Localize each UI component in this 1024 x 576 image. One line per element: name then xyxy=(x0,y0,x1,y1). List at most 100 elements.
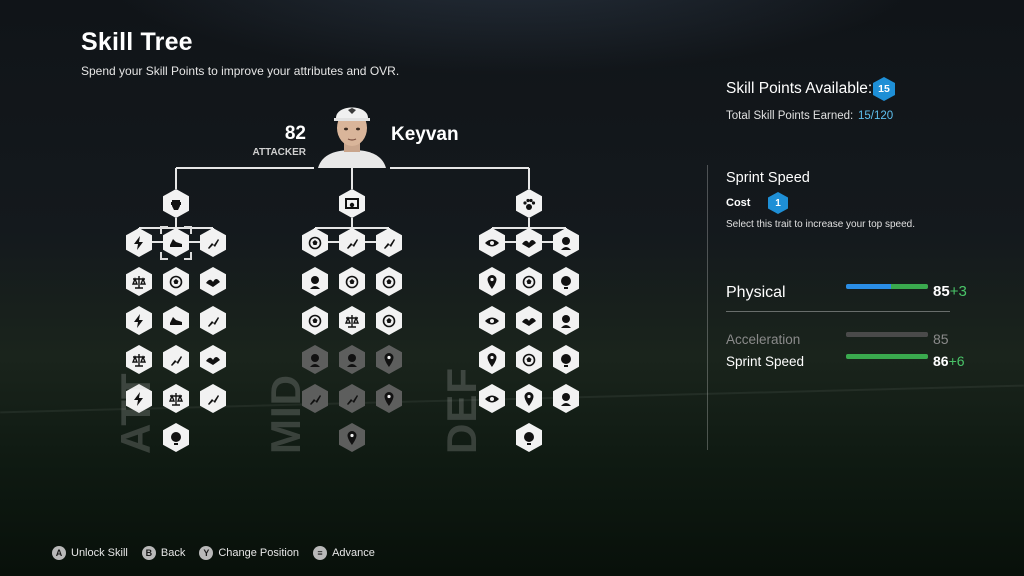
stat-physical-bar-base xyxy=(846,284,892,289)
head-icon xyxy=(561,236,571,250)
stat-physical-bar xyxy=(846,284,928,289)
skill-node[interactable] xyxy=(302,228,328,257)
skill-node[interactable] xyxy=(479,267,505,296)
trait-name: Sprint Speed xyxy=(726,170,810,186)
branch-label-mid: MID xyxy=(262,374,309,454)
skill-node[interactable] xyxy=(302,306,328,335)
skill-node[interactable] xyxy=(553,228,579,257)
mid-root-node[interactable] xyxy=(339,189,365,218)
advance-label: Advance xyxy=(332,547,375,559)
cost-label: Cost xyxy=(726,197,751,209)
skill-node[interactable] xyxy=(163,345,189,374)
ball-icon xyxy=(308,314,322,327)
scale-icon xyxy=(168,392,184,406)
skill-node[interactable] xyxy=(516,384,542,413)
skill-node[interactable] xyxy=(163,306,189,335)
scale-icon xyxy=(131,275,147,289)
skill-node[interactable] xyxy=(302,384,328,413)
page-subtitle: Spend your Skill Points to improve your … xyxy=(81,64,400,78)
skill-node[interactable] xyxy=(479,345,505,374)
skill-node[interactable] xyxy=(126,384,152,413)
skill-node[interactable] xyxy=(163,423,189,452)
skill-node[interactable] xyxy=(339,423,365,452)
skill-node[interactable] xyxy=(479,384,505,413)
unlock-skill-button[interactable]: A Unlock Skill xyxy=(52,546,128,560)
kick-icon xyxy=(208,316,219,327)
skill-node[interactable] xyxy=(339,228,365,257)
eye-icon xyxy=(485,317,499,324)
skill-node[interactable] xyxy=(302,267,328,296)
skill-node[interactable] xyxy=(126,267,152,296)
skill-node[interactable] xyxy=(376,267,402,296)
skill-node[interactable] xyxy=(376,228,402,257)
skill-node[interactable] xyxy=(516,423,542,452)
skill-node[interactable] xyxy=(200,384,226,413)
change-position-button[interactable]: Y Change Position xyxy=(199,546,299,560)
skill-node[interactable] xyxy=(479,306,505,335)
skill-node[interactable] xyxy=(200,345,226,374)
kick-icon xyxy=(347,238,358,249)
skill-node[interactable] xyxy=(339,384,365,413)
ball-icon xyxy=(522,275,536,288)
goal-icon xyxy=(345,197,359,209)
total-points-label: Total Skill Points Earned: xyxy=(726,110,854,122)
ball-icon xyxy=(382,275,396,288)
skill-node[interactable] xyxy=(516,228,542,257)
skill-node[interactable] xyxy=(126,306,152,335)
skill-node[interactable] xyxy=(376,306,402,335)
pin-icon xyxy=(384,391,394,406)
skill-node[interactable] xyxy=(553,345,579,374)
paw-icon xyxy=(523,198,536,210)
pin-icon xyxy=(384,352,394,367)
stat-acceleration-value: 85 xyxy=(933,331,949,347)
branch-label-att: ATT xyxy=(112,372,159,454)
skill-node[interactable] xyxy=(516,345,542,374)
player-ovr: 82 xyxy=(284,123,306,144)
skill-node[interactable] xyxy=(126,228,152,257)
skill-node[interactable] xyxy=(516,267,542,296)
skill-node[interactable] xyxy=(339,306,365,335)
back-label: Back xyxy=(160,547,186,559)
skill-node[interactable] xyxy=(479,228,505,257)
skill-node[interactable] xyxy=(553,267,579,296)
head-icon xyxy=(561,314,571,328)
stat-divider xyxy=(726,311,950,312)
ball-icon xyxy=(382,314,396,327)
def-root-node[interactable] xyxy=(516,189,542,218)
stat-physical-value: 85+3 xyxy=(933,283,967,300)
stat-sprint-speed-bar xyxy=(846,354,928,359)
skill-node[interactable] xyxy=(163,267,189,296)
skill-node[interactable] xyxy=(200,267,226,296)
head-icon xyxy=(561,392,571,406)
branch-label-def: DEF xyxy=(438,367,485,454)
skill-node[interactable] xyxy=(200,228,226,257)
advance-button[interactable]: ≡ Advance xyxy=(313,546,375,560)
head-icon xyxy=(310,275,320,289)
unlock-skill-label: Unlock Skill xyxy=(71,547,128,559)
skill-node[interactable] xyxy=(339,345,365,374)
pin-icon xyxy=(524,391,534,406)
skill-node[interactable] xyxy=(339,267,365,296)
skill-node[interactable] xyxy=(376,345,402,374)
skill-node[interactable] xyxy=(126,345,152,374)
skill-node[interactable] xyxy=(553,306,579,335)
skill-node[interactable] xyxy=(200,306,226,335)
back-button[interactable]: B Back xyxy=(141,546,186,560)
skill-node[interactable] xyxy=(553,384,579,413)
stat-acceleration-bar xyxy=(846,332,928,337)
skill-node[interactable] xyxy=(376,384,402,413)
skill-node[interactable] xyxy=(163,384,189,413)
b-button-icon: B xyxy=(141,546,156,560)
att-root-node[interactable] xyxy=(163,189,189,218)
eye-icon xyxy=(485,395,499,402)
ball-icon xyxy=(308,236,322,249)
change-position-label: Change Position xyxy=(218,547,300,559)
ball-icon xyxy=(345,275,359,288)
shoe-icon xyxy=(170,238,182,247)
skill-points-badge: 15 xyxy=(873,77,895,101)
shoe-icon xyxy=(170,316,182,325)
player-avatar xyxy=(314,98,390,168)
skill-node[interactable] xyxy=(516,306,542,335)
skill-node[interactable] xyxy=(302,345,328,374)
trait-description: Select this trait to increase your top s… xyxy=(726,219,915,230)
